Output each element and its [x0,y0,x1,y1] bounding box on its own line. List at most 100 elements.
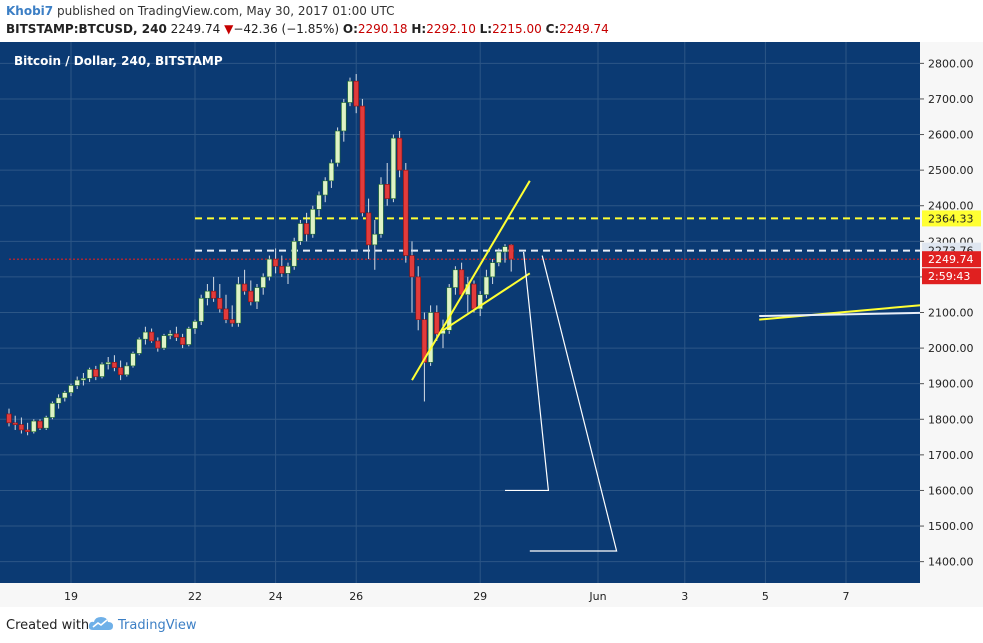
candle-down [272,258,279,267]
tradingview-cloud-icon[interactable] [88,615,114,633]
candle-down [359,105,366,214]
candle-down [396,137,403,171]
time-axis[interactable] [0,583,983,607]
candle-up [297,223,304,242]
chart-area[interactable]: 1400.00 1500.00 1600.00 1700.00 1800.00 1900.… [0,42,983,607]
candle-down [12,422,18,425]
time-axis-labels: 19 22 24 26 29 Jun 3 5 7 [64,590,850,603]
candle-down [37,420,43,429]
candle-up [198,297,204,322]
candle-up [291,241,297,267]
author-link[interactable]: Khobi7 [6,4,54,18]
candle-down [458,269,465,296]
candle-up [322,180,328,196]
candle-up [86,369,93,379]
horizontal-levels [9,217,920,260]
candle-up [136,338,142,354]
candle-down [210,290,217,299]
time-tick-label: 24 [269,590,283,603]
candle-up [31,420,37,433]
candle-down [434,312,440,335]
candle-down [229,319,235,324]
candle-up [347,80,353,103]
time-tick-label: 26 [349,590,363,603]
candle-down [223,308,229,320]
candle-up [341,102,347,132]
tradingview-brand-link[interactable]: TradingView [118,618,197,633]
open-value: 2290.18 [357,22,408,36]
candle-up [260,276,266,288]
candle-down [353,80,359,107]
high-value: 2292.10 [426,22,476,36]
candle-up [496,251,502,263]
time-tick-label: 3 [681,590,688,603]
candle-down [403,169,409,256]
candle-up [372,233,378,246]
candle-up [452,269,459,288]
open-label: O: [342,22,358,36]
candle-up [204,290,211,299]
candle-up [161,335,167,349]
candle-down [303,223,310,235]
candle-up [142,331,149,340]
price-chart[interactable]: 1400.00 1500.00 1600.00 1700.00 1800.00 1900.… [0,42,983,607]
candle-down [248,290,254,303]
candle-up [80,378,87,381]
footer: Created with TradingView [0,607,983,643]
candle-down [415,276,421,320]
price-tick-label: 2400.00 [928,200,974,213]
candle-up [49,402,56,418]
chart-header: Khobi7 published on TradingView.com, May… [0,0,983,42]
change-value: −42.36 (−1.85%) [233,22,340,36]
candle-up [167,333,173,336]
price-axis[interactable] [920,42,983,607]
candle-up [334,130,341,164]
price-axis-labels: 1400.00 1500.00 1600.00 1700.00 1800.00 1900.… [920,57,974,569]
candle-up [446,287,452,331]
candle-up [55,397,62,404]
candle-down [279,265,285,274]
candle-up [186,328,192,345]
symbol-label: BITSTAMP:BTCUSD, 240 [6,22,167,36]
symbol-line: BITSTAMP:BTCUSD, 240 2249.74 ▼−42.36 (−1… [6,22,609,36]
price-tick-label: 1900.00 [928,378,974,391]
candle-down [93,369,99,377]
projection-line [505,251,550,492]
channel-line [442,272,531,332]
last-price-tag: 2249.74 [928,253,974,266]
candle-up [68,385,74,393]
time-tick-label: Jun [588,590,606,603]
candle-down [179,337,186,345]
price-tick-label: 2500.00 [928,164,974,177]
time-tick-label: 29 [473,590,487,603]
close-label: C: [545,22,560,36]
candle-up [130,353,136,367]
candle-up [43,417,49,429]
candle-up [328,162,335,182]
candle-up [378,184,384,235]
candle-up [427,312,434,363]
candle-down [24,429,31,433]
price-tick-label: 1600.00 [928,484,974,497]
price-tick-label: 2800.00 [928,57,974,70]
candle-up [502,246,508,253]
candle-down [155,340,161,349]
candle-up [266,258,273,278]
candle-down [471,283,477,310]
drawings [411,180,940,552]
publish-info: published on TradingView.com, May 30, 20… [56,4,395,18]
candle-up [105,362,111,365]
price-tick-label: 2600.00 [928,129,974,142]
candle-down [409,255,415,278]
grid [0,42,920,583]
candle-down [421,319,428,363]
time-tick-label: 5 [762,590,769,603]
countdown-tag: 2:59:43 [928,270,970,283]
candle-up [192,321,198,329]
candle-up [124,365,130,376]
candle-down [508,244,514,260]
last-price-tag-bg [922,251,981,268]
trend-line [759,311,940,318]
close-value: 2249.74 [559,22,609,36]
